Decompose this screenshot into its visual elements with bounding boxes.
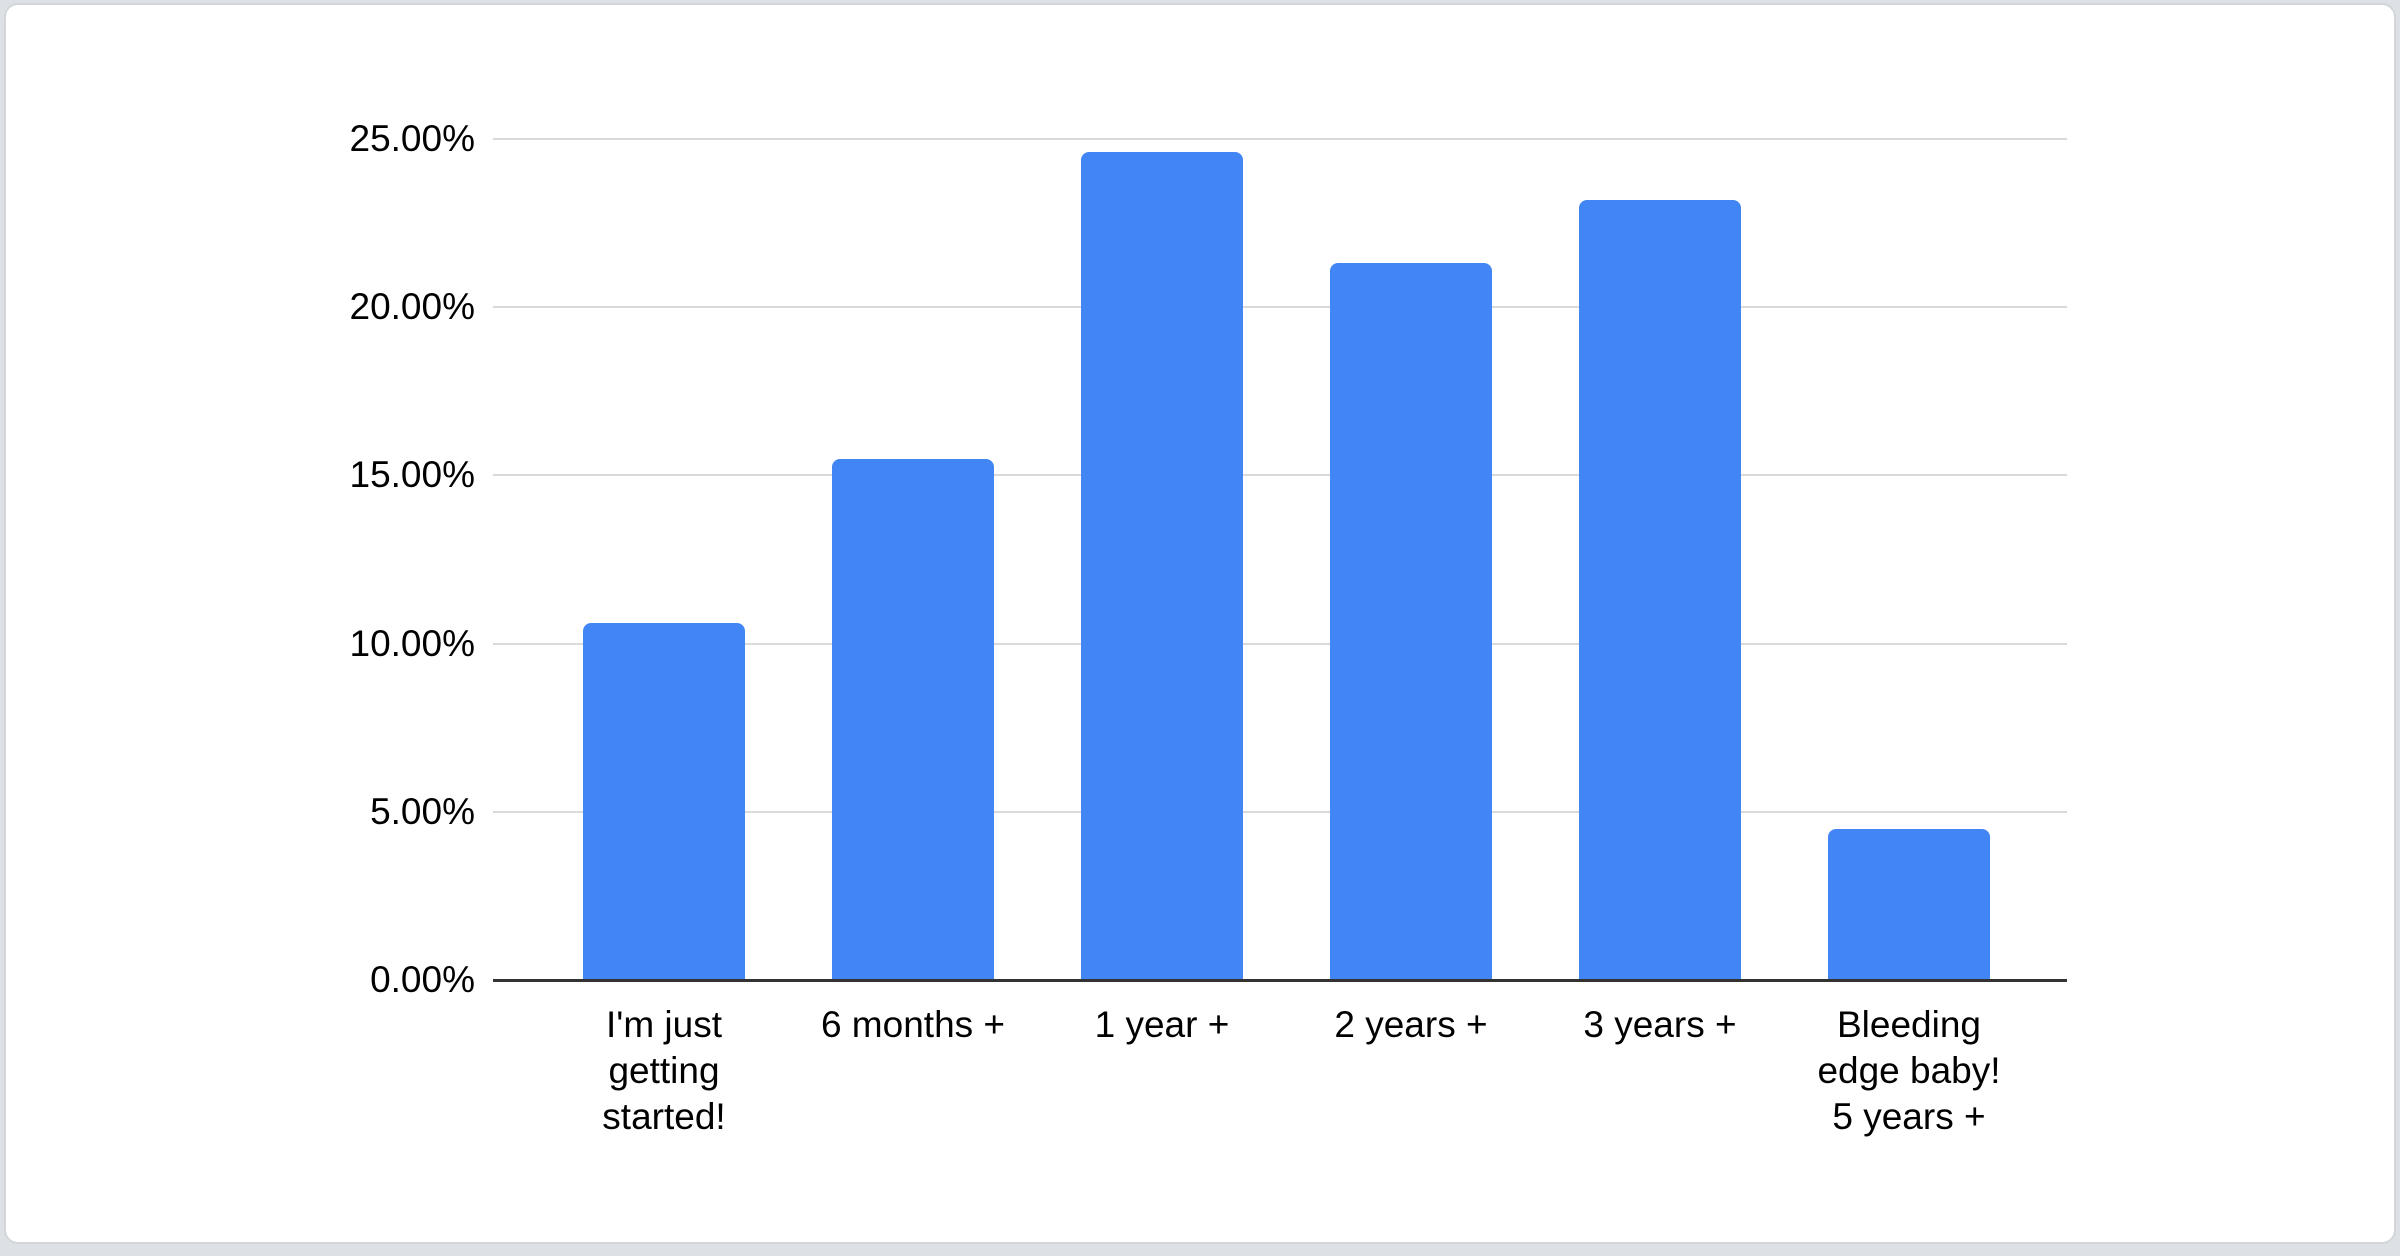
x-tick-label: 3 years + (1583, 1004, 1737, 1045)
bar-2 (832, 458, 994, 980)
x-tick-label: 1 year + (1094, 1004, 1230, 1045)
x-axis-baseline (493, 979, 2067, 982)
bar-4 (1330, 263, 1492, 980)
bar-1 (583, 623, 745, 980)
y-tick-label: 20.00% (349, 286, 476, 328)
bar-5 (1579, 199, 1741, 980)
gridline (493, 810, 2067, 813)
y-tick-label: 10.00% (349, 622, 476, 664)
bar-6 (1828, 828, 1990, 980)
bar-3 (1081, 152, 1243, 980)
y-tick-label: 5.00% (370, 790, 475, 832)
y-tick-label: 0.00% (370, 959, 475, 1000)
y-tick-label: 15.00% (349, 454, 476, 496)
x-tick-label: 6 months + (820, 1004, 1006, 1045)
x-tick-label: Bleeding edge baby! 5 years + (1817, 1004, 2001, 1137)
gridline (493, 138, 2067, 140)
gridline (493, 474, 2067, 477)
y-tick-label: 25.00% (349, 118, 476, 159)
x-tick-label: I'm just getting started! (602, 1004, 726, 1137)
gridline (493, 306, 2067, 309)
gridline (493, 642, 2067, 645)
x-tick-label: 2 years + (1334, 1004, 1488, 1045)
